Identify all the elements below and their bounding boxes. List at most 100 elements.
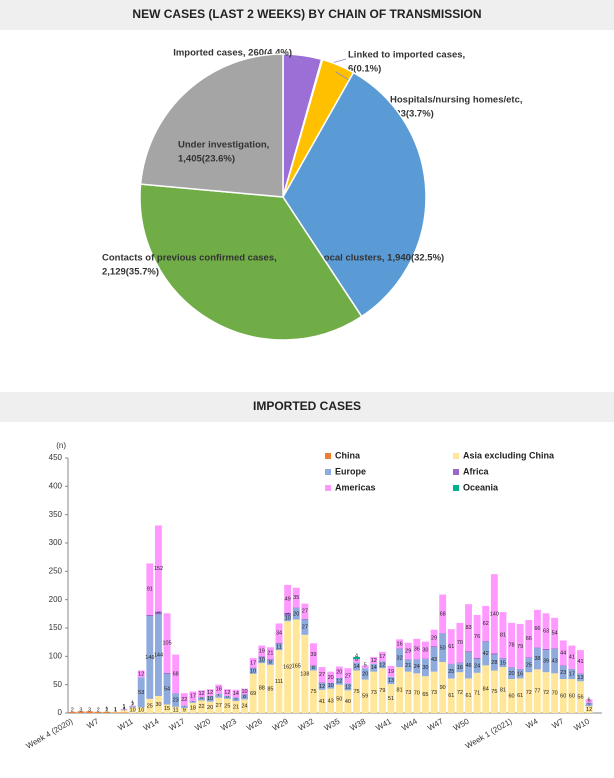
- bar-segment: [456, 622, 464, 663]
- bar-segment: [344, 668, 352, 684]
- bar-segment: [137, 670, 145, 678]
- bar-segment: [404, 659, 412, 660]
- data-label: 77: [534, 689, 540, 695]
- bar-segment: [146, 563, 154, 615]
- bar-segment: [258, 656, 266, 658]
- bar-segment: [447, 629, 455, 664]
- data-label: 24: [474, 663, 480, 669]
- bar-segment: [430, 629, 438, 647]
- data-label: 28: [491, 660, 497, 666]
- data-label: 25: [224, 703, 230, 709]
- bar-segment: [172, 693, 180, 694]
- data-label: 22: [198, 704, 204, 710]
- data-label: 6: [355, 657, 358, 663]
- data-label: 39: [543, 659, 549, 665]
- bar-segment: [284, 584, 292, 613]
- bar-segment: [258, 663, 266, 713]
- data-label: 27: [345, 673, 351, 679]
- data-label: 5: [226, 693, 229, 699]
- data-label: 73: [405, 690, 411, 696]
- data-label: 53: [138, 690, 144, 696]
- y-tick-label: 150: [49, 623, 63, 632]
- bar-segment: [516, 624, 524, 669]
- bar-segment: [387, 684, 395, 713]
- bar-segment: [482, 605, 490, 642]
- data-label: 27: [302, 625, 308, 631]
- bar-segment: [551, 648, 559, 649]
- bar-segment: [292, 607, 300, 609]
- data-label: 60: [569, 693, 575, 699]
- data-label: 27: [319, 672, 325, 678]
- data-label: 6: [200, 695, 203, 701]
- data-label: 68: [440, 611, 446, 617]
- bar-segment: [120, 710, 128, 713]
- data-label: 56: [577, 695, 583, 701]
- data-label: 88: [259, 686, 265, 692]
- bar-segment: [542, 650, 550, 673]
- x-tick-label: W11: [116, 716, 135, 732]
- x-tick-label: W29: [271, 716, 290, 732]
- data-label: 17: [250, 660, 256, 666]
- bar-segment: [465, 678, 472, 713]
- data-label: 70: [552, 691, 558, 697]
- data-label: 51: [388, 696, 394, 702]
- data-label: 3: [79, 707, 82, 713]
- data-label: 71: [474, 690, 480, 696]
- data-label: 18: [190, 705, 196, 711]
- data-label: 68: [173, 671, 179, 677]
- bar-segment: [301, 619, 309, 635]
- bar-segment: [585, 706, 593, 713]
- y-tick-label: 200: [49, 595, 63, 604]
- bar-segment: [490, 574, 498, 654]
- data-label: 12: [207, 690, 213, 696]
- data-label: 19: [259, 648, 265, 654]
- data-label: 22: [181, 697, 187, 703]
- data-label: 11: [173, 707, 179, 713]
- data-label: 12: [198, 691, 204, 697]
- bar-segment: [318, 689, 326, 713]
- data-label: 41: [569, 655, 575, 661]
- bar-segment: [361, 668, 369, 680]
- bar-segment: [568, 645, 576, 669]
- data-label: 65: [422, 692, 428, 698]
- x-tick-label: W10: [572, 716, 591, 732]
- bar-segment: [456, 672, 464, 713]
- data-label: 8: [243, 694, 246, 700]
- data-label: 61: [465, 693, 471, 699]
- bar-segment: [94, 711, 102, 713]
- bar-segment: [533, 669, 541, 713]
- data-label: 25: [147, 703, 153, 709]
- data-label: 17: [569, 672, 575, 678]
- data-label: 43: [328, 698, 334, 704]
- bar-segment: [189, 701, 197, 703]
- data-label: 70: [414, 691, 420, 697]
- bar-segment: [387, 665, 395, 677]
- data-label: 70: [457, 640, 463, 646]
- pie-title: NEW CASES (LAST 2 WEEKS) BY CHAIN OF TRA…: [132, 7, 481, 21]
- data-label: 43: [552, 659, 558, 665]
- bar-segment: [421, 658, 429, 660]
- bar-segment: [129, 706, 137, 708]
- data-label: 20: [336, 670, 342, 676]
- data-label: 30: [422, 648, 428, 654]
- bar-segment: [396, 648, 404, 668]
- y-tick-label: 50: [53, 680, 62, 689]
- data-label: 10: [207, 696, 213, 702]
- bar-segment: [172, 706, 180, 713]
- bar-segment: [249, 667, 257, 669]
- data-label: 144: [154, 653, 163, 659]
- slice-label: Contacts of previous confirmed cases,: [102, 253, 277, 264]
- bar-segment: [120, 709, 128, 711]
- data-label: 61: [448, 644, 454, 650]
- bar-segment: [404, 671, 412, 713]
- bar-segment: [137, 707, 145, 713]
- bar-segment: [344, 690, 352, 713]
- bar-segment: [542, 613, 550, 649]
- data-label: 81: [500, 633, 506, 639]
- bar-segment: [551, 673, 559, 713]
- data-label: 3: [88, 707, 91, 713]
- bar-segment: [310, 643, 317, 666]
- bar-segment: [198, 690, 205, 698]
- data-label: 1: [122, 705, 125, 711]
- data-label: 140: [490, 611, 499, 617]
